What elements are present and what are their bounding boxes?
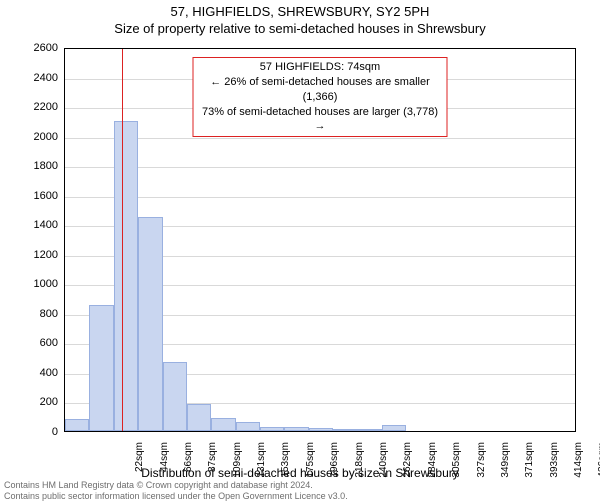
histogram-bar bbox=[65, 419, 89, 431]
histogram-bar bbox=[284, 427, 308, 431]
y-tick-label: 2200 bbox=[18, 101, 58, 113]
histogram-bar bbox=[358, 429, 382, 431]
y-tick-label: 1200 bbox=[18, 249, 58, 261]
histogram-bar bbox=[163, 362, 187, 431]
histogram-bar bbox=[187, 404, 211, 431]
y-tick-label: 2400 bbox=[18, 72, 58, 84]
property-info-box: 57 HIGHFIELDS: 74sqm← 26% of semi-detach… bbox=[193, 57, 448, 137]
histogram-bar bbox=[138, 217, 162, 431]
x-axis-label: Distribution of semi-detached houses by … bbox=[0, 466, 600, 480]
title-sub: Size of property relative to semi-detach… bbox=[0, 21, 600, 36]
title-block: 57, HIGHFIELDS, SHREWSBURY, SY2 5PH Size… bbox=[0, 4, 600, 36]
footer-line-2: Contains public sector information licen… bbox=[4, 491, 348, 502]
gridline bbox=[65, 197, 575, 198]
gridline bbox=[65, 167, 575, 168]
info-box-larger: 73% of semi-detached houses are larger (… bbox=[202, 105, 439, 135]
y-tick-label: 600 bbox=[18, 337, 58, 349]
y-tick-label: 1400 bbox=[18, 219, 58, 231]
y-tick-label: 200 bbox=[18, 396, 58, 408]
histogram-bar bbox=[236, 422, 260, 431]
info-box-title: 57 HIGHFIELDS: 74sqm bbox=[202, 60, 439, 75]
histogram-bar bbox=[309, 428, 333, 431]
y-tick-label: 1800 bbox=[18, 160, 58, 172]
chart-area: 57 HIGHFIELDS: 74sqm← 26% of semi-detach… bbox=[64, 48, 576, 432]
histogram-bar bbox=[114, 121, 138, 431]
footer-line-1: Contains HM Land Registry data © Crown c… bbox=[4, 480, 348, 491]
gridline bbox=[65, 138, 575, 139]
y-tick-label: 2600 bbox=[18, 42, 58, 54]
footer: Contains HM Land Registry data © Crown c… bbox=[4, 480, 348, 503]
histogram-bar bbox=[211, 418, 235, 431]
plot-area: 57 HIGHFIELDS: 74sqm← 26% of semi-detach… bbox=[64, 48, 576, 432]
histogram-bar bbox=[89, 305, 113, 431]
y-tick-label: 1000 bbox=[18, 278, 58, 290]
histogram-bar bbox=[260, 427, 284, 431]
y-tick-label: 1600 bbox=[18, 190, 58, 202]
title-main: 57, HIGHFIELDS, SHREWSBURY, SY2 5PH bbox=[0, 4, 600, 19]
histogram-bar bbox=[382, 425, 406, 431]
histogram-bar bbox=[333, 429, 357, 431]
info-box-smaller: ← 26% of semi-detached houses are smalle… bbox=[202, 75, 439, 105]
y-tick-label: 400 bbox=[18, 367, 58, 379]
y-tick-label: 2000 bbox=[18, 131, 58, 143]
property-marker-line bbox=[122, 49, 123, 431]
y-tick-label: 800 bbox=[18, 308, 58, 320]
y-tick-label: 0 bbox=[18, 426, 58, 438]
